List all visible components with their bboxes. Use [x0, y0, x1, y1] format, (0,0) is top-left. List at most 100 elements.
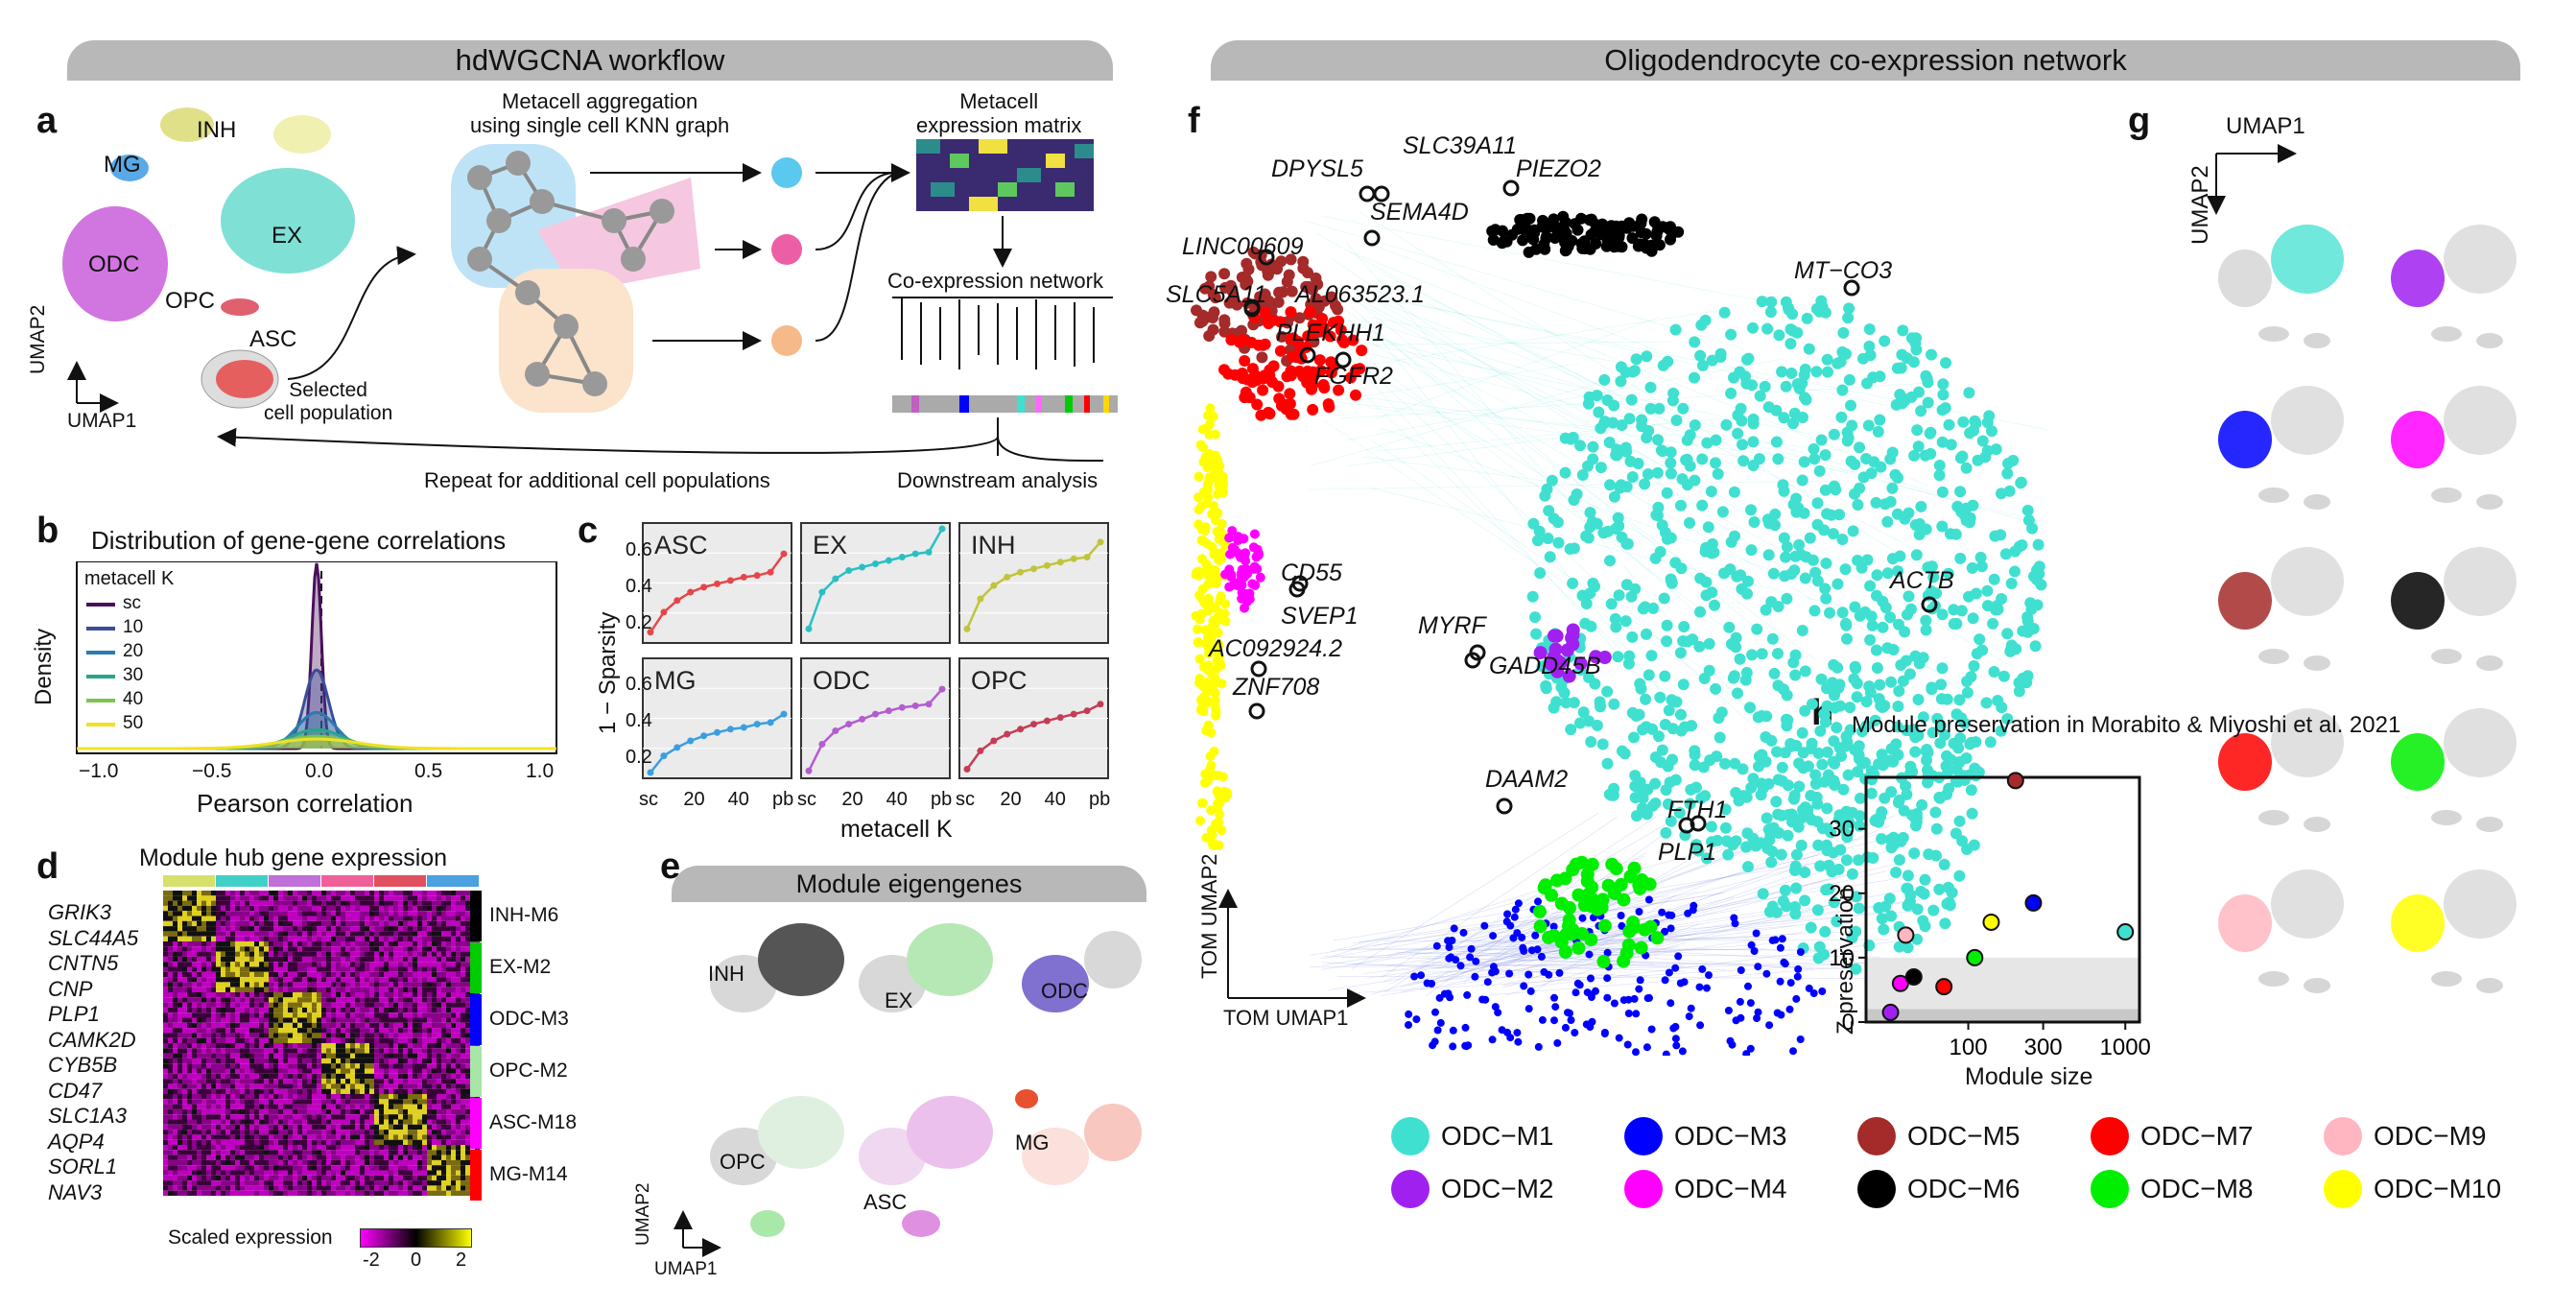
legend-label-40: 40 [123, 689, 144, 709]
panel-c-xtick-2-1: 20 [1000, 789, 1022, 810]
hub-gene-marker-8 [1335, 351, 1352, 369]
hub-gene-label-cntn5: CNTN5 [48, 951, 119, 975]
panel-c-ytick-top-1: 0.4 [626, 576, 652, 597]
module-bar-odc-m3 [470, 994, 482, 1045]
panel-c-ytick-top-0: 0.6 [626, 539, 652, 560]
legend-row-40: 40 [86, 689, 201, 712]
panel-d-title: Module hub gene expression [139, 845, 448, 871]
module-umap-ODC−M6 [2391, 547, 2517, 671]
preservation-point-ODC−M3 [2024, 893, 2043, 912]
mg-cluster-blob [110, 155, 149, 181]
legend-dot [1857, 1117, 1896, 1155]
network-header: Oligodendrocyte co-expression network [1211, 40, 2520, 81]
panel-c-xtick-1-3: pb [931, 789, 953, 810]
downstream-label: Downstream analysis [897, 468, 1099, 492]
hub-gene-label-grik3: GRIK3 [48, 900, 112, 924]
metacell-pink [771, 234, 802, 265]
hub-gene-marker-11 [1288, 581, 1306, 598]
panel-b-legend-title: metacell K [84, 568, 175, 589]
module-bar-mg-m14 [470, 1150, 482, 1201]
cluster-label-odc: ODC [88, 251, 140, 277]
panel-b-xtick-2: 0.0 [305, 760, 334, 782]
panel-a-axis-y: UMAP2 [27, 304, 49, 374]
network-gene-label-al063523.1: AL063523.1 [1295, 281, 1425, 308]
legend-label-10: 10 [123, 617, 144, 637]
panel-h-xlabel: Module size [1965, 1063, 2093, 1090]
module-eigengenes-header: Module eigengenes [672, 866, 1146, 902]
network-gene-label-sema4d: SEMA4D [1370, 199, 1469, 226]
panel-g-axis-y: UMAP2 [2187, 165, 2213, 245]
module-label-ex-m2: EX-M2 [489, 956, 552, 978]
network-gene-label-mt−co3: MT−CO3 [1794, 257, 1893, 284]
module-nodes-ODC−M7 [1218, 305, 1368, 421]
legend-swatch [86, 603, 115, 607]
panel-h-xtick-100: 100 [1950, 1035, 1988, 1060]
legend-item-ODC−M8: ODC−M8 [2091, 1166, 2316, 1214]
module-nodes-ODC−M3 [1405, 895, 1827, 1056]
hub-gene-label-slc1a3: SLC1A3 [48, 1104, 127, 1128]
panel-f-axis-x: TOM UMAP1 [1223, 1006, 1349, 1030]
facet-label-MG: MG [654, 666, 697, 695]
panel-c-ylabel: 1 − Sparsity [595, 611, 621, 734]
legend-label-50: 50 [123, 713, 144, 733]
legend-dot [1857, 1170, 1896, 1208]
legend-label-30: 30 [123, 665, 144, 685]
panel-e-label-inh: INH [708, 962, 744, 986]
hub-gene-label-nav3: NAV3 [48, 1179, 103, 1204]
module-bar-inh-m6 [470, 891, 482, 941]
module-label-odc-m3: ODC-M3 [489, 1008, 569, 1030]
panel-letter-a: a [36, 101, 58, 141]
panel-f-axis-y: TOM UMAP2 [1197, 853, 1221, 979]
legend-swatch [86, 723, 115, 726]
facet-label-ASC: ASC [654, 531, 708, 559]
legend-row-30: 30 [86, 665, 201, 688]
hub-gene-marker-15 [1248, 702, 1265, 720]
column-annotation-3 [321, 875, 373, 887]
module-color-bar [892, 395, 1118, 413]
panel-f-network [1191, 179, 2049, 1056]
hub-gene-label-camk2d: CAMK2D [48, 1027, 136, 1052]
panel-h-ytick-10: 10 [1829, 945, 1855, 971]
legend-item-ODC−M3: ODC−M3 [1624, 1113, 1850, 1161]
line-EX [807, 528, 944, 630]
facet-label-OPC: OPC [971, 666, 1028, 695]
panel-c-xtick-2-0: sc [956, 789, 975, 810]
network-gene-label-plekhh1: PLEKHH1 [1276, 320, 1385, 346]
legend-text-ODC−M3: ODC−M3 [1674, 1121, 1787, 1151]
legend-dot [1391, 1170, 1430, 1208]
panel-h-chart: 0 10 20 30 100 300 1000 [1829, 772, 2151, 1060]
panel-c-xtick-1-0: sc [797, 789, 816, 810]
panel-h-ytick-20: 20 [1829, 881, 1855, 907]
column-annotation-4 [374, 875, 426, 887]
panel-letter-c: c [578, 511, 599, 551]
legend-item-ODC−M6: ODC−M6 [1857, 1166, 2083, 1214]
hub-gene-label-plp1: PLP1 [48, 1002, 100, 1026]
panel-c-xtick-0-1: 20 [683, 789, 705, 810]
module-label-inh-m6: INH-M6 [489, 904, 559, 926]
cluster-label-inh: INH [197, 117, 237, 143]
legend-swatch [86, 675, 115, 678]
panel-e-umaps [674, 923, 1142, 1257]
line-ASC [649, 553, 786, 633]
hub-gene-marker-19 [1678, 817, 1695, 834]
expression-matrix-title: Metacell expression matrix [916, 89, 1082, 137]
hub-gene-marker-2 [1502, 179, 1520, 197]
network-gene-label-actb: ACTB [1890, 567, 1954, 594]
colorbar-tick-1: 0 [411, 1250, 422, 1271]
line-MG [650, 713, 785, 774]
panel-h-title: Module preservation in Morabito & Miyosh… [1852, 712, 2400, 738]
module-nodes-ODC−M8 [1533, 855, 1665, 968]
hub-gene-label-aqp4: AQP4 [48, 1129, 105, 1154]
module-umap-ODC−M4 [2391, 386, 2517, 510]
hub-gene-label-sorl1: SORL1 [48, 1154, 118, 1178]
legend-dot [1624, 1117, 1663, 1155]
panel-c-chart: ASC EX INH MG ODC OPC [642, 522, 1109, 779]
legend-text-ODC−M4: ODC−M4 [1674, 1174, 1787, 1203]
network-gene-label-cd55: CD55 [1281, 559, 1342, 586]
panel-h-frame [1864, 775, 2141, 1024]
panel-h-ytick-0: 0 [1842, 1010, 1855, 1035]
network-gene-label-ac092924.2: AC092924.2 [1209, 635, 1343, 662]
workflow-header: hdWGCNA workflow [67, 40, 1113, 81]
legend-item-ODC−M9: ODC−M9 [2324, 1113, 2549, 1161]
legend-item-ODC−M1: ODC−M1 [1391, 1113, 1617, 1161]
